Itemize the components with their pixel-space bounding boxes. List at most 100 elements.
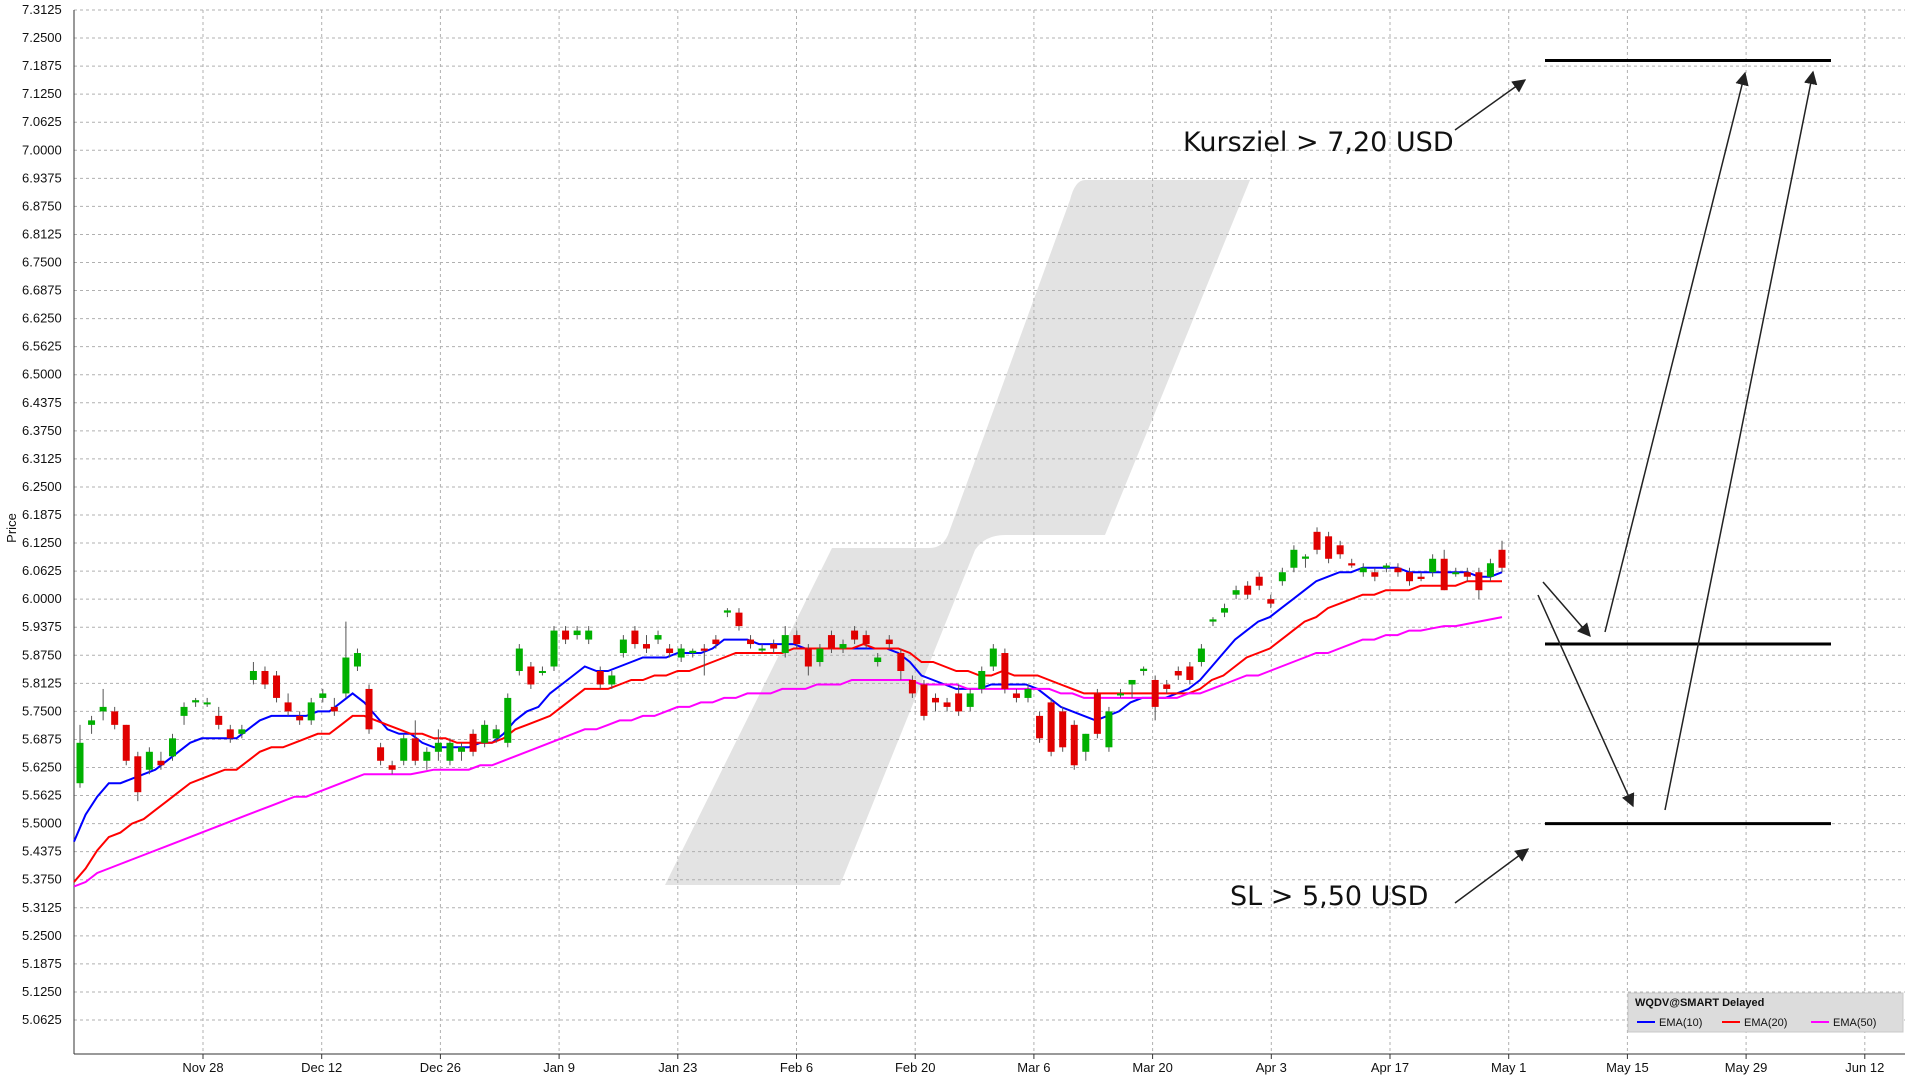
candlestick: [723, 608, 731, 618]
candlestick: [1290, 545, 1298, 573]
candlestick: [353, 648, 361, 671]
x-tick-label: Apr 17: [1371, 1060, 1409, 1075]
candle-body: [966, 693, 974, 707]
candle-body: [1151, 679, 1159, 707]
candle-body: [1325, 536, 1333, 559]
candlestick: [1151, 675, 1159, 721]
y-tick-label: 5.6250: [22, 760, 62, 775]
candle-body: [1105, 711, 1113, 748]
y-tick-label: 5.1875: [22, 956, 62, 971]
candlestick: [596, 666, 604, 689]
candlestick: [504, 693, 512, 748]
candle-body: [168, 738, 176, 757]
y-tick-label: 5.6875: [22, 731, 62, 746]
x-tick-label: May 29: [1725, 1060, 1768, 1075]
candlestick: [238, 724, 246, 739]
x-tick-label: May 15: [1606, 1060, 1649, 1075]
candle-body: [1475, 572, 1483, 591]
candlestick: [1209, 617, 1217, 627]
candle-body: [1001, 653, 1009, 689]
candlestick: [1406, 567, 1414, 586]
candle-body: [157, 760, 165, 766]
candlestick: [770, 639, 778, 654]
arrow-to-mid-level: [1542, 581, 1591, 638]
candlestick: [955, 684, 963, 716]
candle-body: [839, 644, 847, 649]
candle-body: [862, 635, 870, 645]
candle-body: [758, 648, 766, 651]
candlestick: [1186, 662, 1194, 685]
candlestick: [122, 724, 130, 766]
y-tick-label: 6.8750: [22, 198, 62, 213]
candlestick: [1174, 666, 1182, 680]
candle-body: [1417, 576, 1425, 579]
candle-body: [1406, 572, 1414, 582]
candlestick: [1498, 540, 1506, 573]
candle-body: [353, 653, 361, 667]
candlestick: [1047, 697, 1055, 757]
candlestick: [1221, 603, 1229, 618]
candlestick: [307, 697, 315, 725]
candle-body: [1163, 684, 1171, 689]
y-tick-label: 6.9375: [22, 170, 62, 185]
candle-body: [1440, 558, 1448, 591]
y-tick-label: 6.6250: [22, 311, 62, 326]
candlestick: [666, 644, 674, 658]
candle-body: [1186, 666, 1194, 680]
candle-body: [527, 666, 535, 685]
candle-body: [423, 751, 431, 761]
candle-body: [1036, 715, 1044, 739]
candle-body: [642, 644, 650, 649]
candle-body: [1140, 668, 1148, 671]
candlestick: [1059, 706, 1067, 752]
candlestick: [700, 644, 708, 676]
candle-body: [388, 765, 396, 770]
candlestick: [654, 630, 662, 645]
candlestick: [642, 635, 650, 654]
candle-body: [1082, 733, 1090, 752]
candlestick: [319, 688, 327, 703]
candle-body: [1221, 608, 1229, 613]
candle-body: [1371, 572, 1379, 577]
x-tick-label: Feb 20: [895, 1060, 935, 1075]
candlestick: [1359, 563, 1367, 577]
candlestick: [1116, 688, 1124, 698]
candle-body: [469, 733, 477, 752]
legend-item-1: EMA(10): [1659, 1017, 1702, 1029]
candle-body: [377, 747, 385, 761]
candle-body: [631, 630, 639, 645]
candlestick: [99, 688, 107, 721]
candle-body: [192, 700, 200, 703]
candlestick: [1348, 558, 1356, 568]
candle-body: [666, 648, 674, 654]
candlestick: [619, 635, 627, 658]
candlestick: [203, 697, 211, 707]
candlestick: [157, 751, 165, 770]
candle-body: [712, 639, 720, 645]
candle-body: [284, 702, 292, 712]
candlestick: [793, 630, 801, 649]
y-tick-label: 6.3750: [22, 423, 62, 438]
candlestick: [631, 626, 639, 649]
candle-body: [596, 670, 604, 685]
candle-body: [851, 630, 859, 640]
candlestick: [1313, 527, 1321, 555]
candlestick: [1082, 733, 1090, 761]
candlestick: [827, 630, 835, 654]
y-tick-label: 7.0000: [22, 142, 62, 157]
y-tick-label: 7.1250: [22, 86, 62, 101]
candlestick: [1429, 554, 1437, 577]
candlestick: [377, 742, 385, 766]
candlestick: [1371, 567, 1379, 582]
candlestick: [1140, 666, 1148, 676]
candlestick: [88, 715, 96, 734]
candlestick: [434, 729, 442, 761]
candlestick: [550, 626, 558, 671]
candlestick: [400, 733, 408, 766]
candlestick: [920, 679, 928, 721]
candle-body: [1116, 693, 1124, 696]
candle-body: [203, 702, 211, 705]
y-tick-label: 7.0625: [22, 114, 62, 129]
candlestick: [1301, 554, 1309, 568]
y-tick-label: 5.8750: [22, 647, 62, 662]
